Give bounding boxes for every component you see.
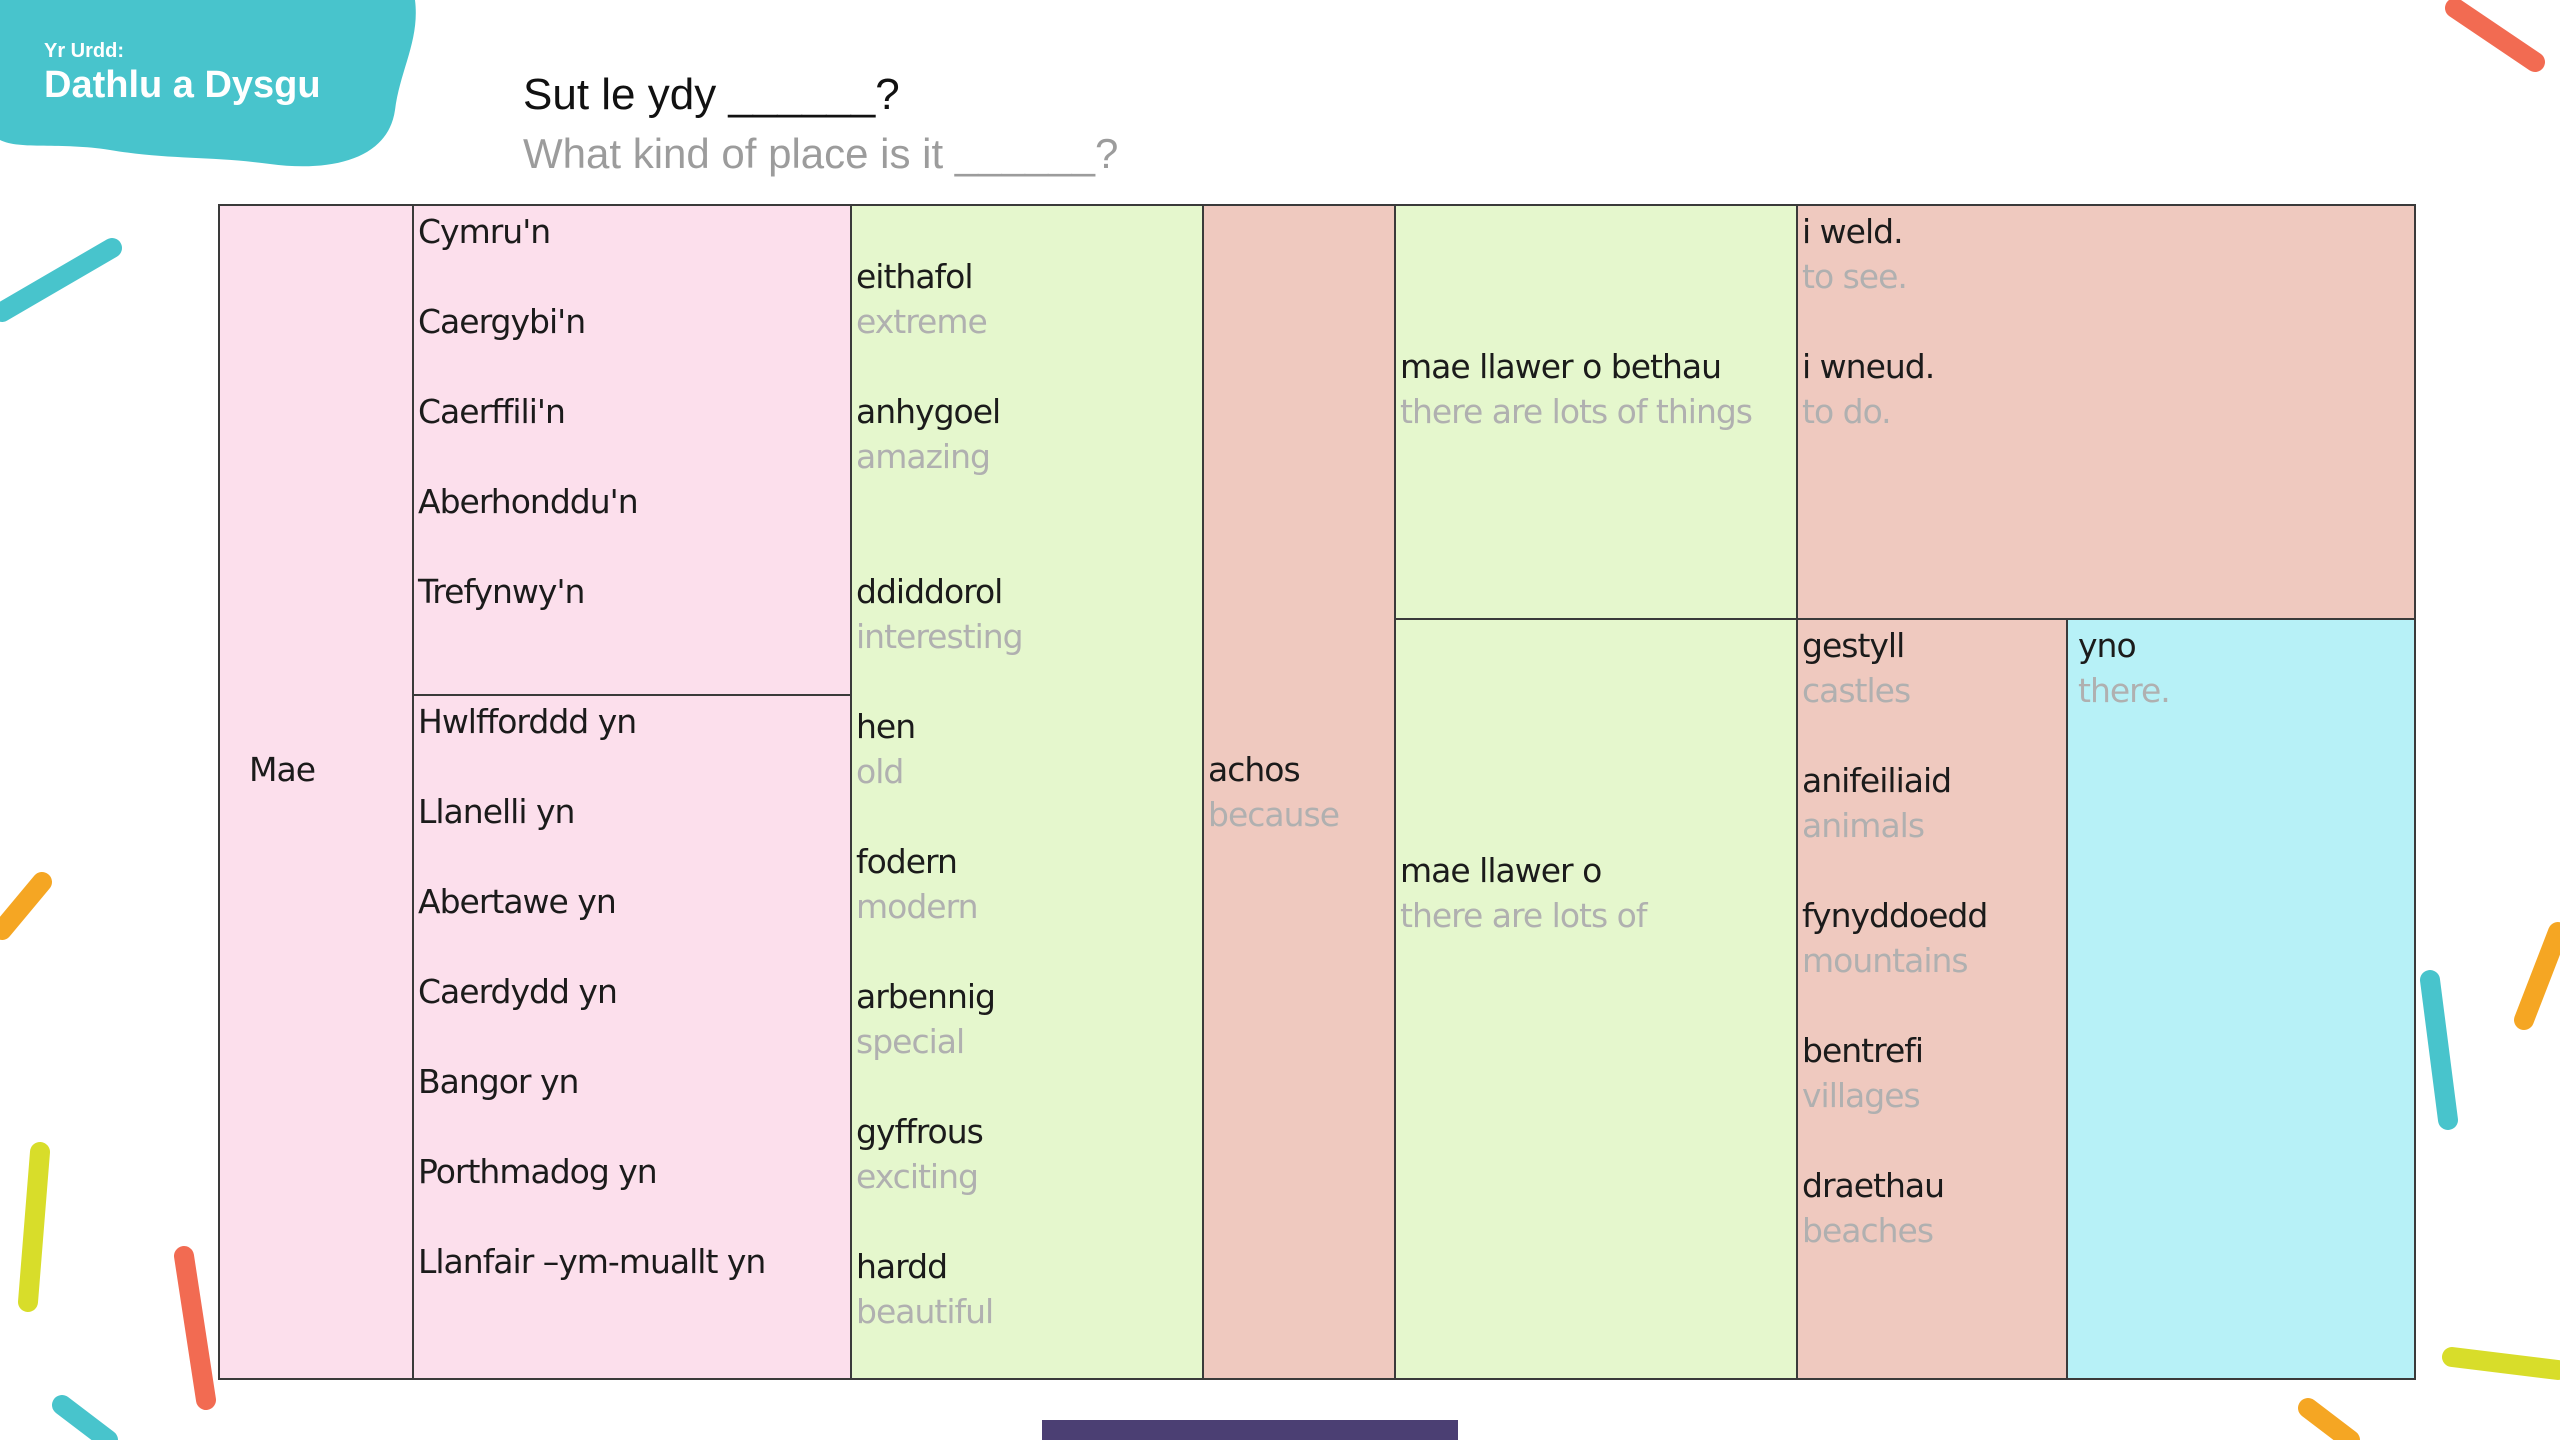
bottom-bar [1042, 1420, 1458, 1440]
noun-welsh: fynyddoedd [1802, 896, 1988, 935]
place-yn: Llanfair –ym-muallt yn [418, 1242, 766, 1281]
question-english: What kind of place is it ______? [523, 130, 1119, 177]
place-n: Cymru'n [418, 212, 551, 251]
adjective-english: interesting [856, 617, 1024, 656]
places-yn-box [412, 694, 852, 1380]
place-n: Aberhonddu'n [418, 482, 639, 521]
adjective-welsh: anhygoel [856, 392, 1001, 431]
because-box [1202, 204, 1396, 1380]
adjective-welsh: ddiddorol [856, 572, 1003, 611]
logo-title: Dathlu a Dysgu [44, 64, 321, 106]
adjective-english: old [856, 752, 904, 791]
verb-english: to see. [1802, 257, 1908, 296]
there-welsh: yno [2078, 626, 2137, 665]
adjectives-box [850, 204, 1204, 1380]
because-english: because [1208, 795, 1340, 834]
adjective-english: amazing [856, 437, 991, 476]
noun-english: beaches [1802, 1211, 1934, 1250]
verb-english: to do. [1802, 392, 1892, 431]
logo-blob [0, 0, 416, 167]
place-yn: Hwlfforddd yn [418, 702, 637, 741]
nouns-box [1796, 618, 2068, 1380]
noun-welsh: bentrefi [1802, 1031, 1924, 1070]
place-yn: Llanelli yn [418, 792, 575, 831]
lots-of-things-welsh: mae llawer o bethau [1400, 347, 1722, 386]
noun-welsh: draethau [1802, 1166, 1945, 1205]
noun-welsh: anifeiliaid [1802, 761, 1952, 800]
adjective-english: exciting [856, 1157, 979, 1196]
column-mae [218, 204, 414, 1380]
place-n: Caerffili'n [418, 392, 566, 431]
adjective-welsh: hen [856, 707, 916, 746]
noun-english: villages [1802, 1076, 1921, 1115]
lots-of-box [1394, 618, 1798, 1380]
there-box [2066, 618, 2416, 1380]
adjective-welsh: eithafol [856, 257, 974, 296]
places-n-box [412, 204, 852, 696]
start-word: Mae [249, 750, 316, 789]
adjective-welsh: arbennig [856, 977, 996, 1016]
question-welsh: Sut le ydy ______? [523, 70, 900, 119]
noun-english: castles [1802, 671, 1911, 710]
place-n: Caergybi'n [418, 302, 586, 341]
there-english: there. [2078, 671, 2171, 710]
place-yn: Porthmadog yn [418, 1152, 658, 1191]
adjective-english: extreme [856, 302, 988, 341]
adjective-english: special [856, 1022, 965, 1061]
place-yn: Bangor yn [418, 1062, 579, 1101]
adjective-welsh: gyffrous [856, 1112, 984, 1151]
noun-english: mountains [1802, 941, 1969, 980]
noun-welsh: gestyll [1802, 626, 1905, 665]
lots-of-english: there are lots of [1400, 896, 1647, 935]
adjective-welsh: hardd [856, 1247, 948, 1286]
verb-welsh: i wneud. [1802, 347, 1935, 386]
logo-subtitle: Yr Urdd: [44, 40, 124, 62]
place-n: Trefynwy'n [418, 572, 585, 611]
lots-of-things-english: there are lots of things [1400, 392, 1753, 431]
because-welsh: achos [1208, 750, 1301, 789]
adjective-english: beautiful [856, 1292, 994, 1331]
place-yn: Abertawe yn [418, 882, 617, 921]
noun-english: animals [1802, 806, 1925, 845]
lots-of-welsh: mae llawer o [1400, 851, 1602, 890]
adjective-english: modern [856, 887, 978, 926]
place-yn: Caerdydd yn [418, 972, 618, 1011]
verb-welsh: i weld. [1802, 212, 1904, 251]
verbs-box [1796, 204, 2416, 620]
adjective-welsh: fodern [856, 842, 958, 881]
